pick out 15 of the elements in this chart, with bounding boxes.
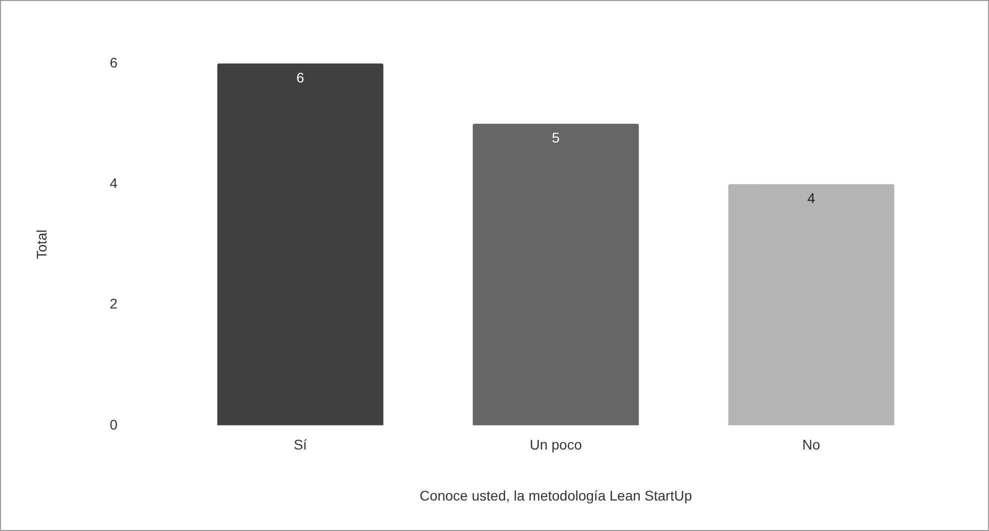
y-tick-label: 0 bbox=[110, 416, 118, 432]
bar bbox=[472, 124, 639, 426]
bar bbox=[217, 63, 384, 426]
data-label: 6 bbox=[296, 69, 304, 86]
y-tick-label: 6 bbox=[110, 54, 118, 70]
x-axis-title: Conoce usted, la metodología Lean StartUp bbox=[420, 487, 692, 504]
y-tick-label: 4 bbox=[110, 174, 118, 191]
data-label: 4 bbox=[807, 190, 816, 206]
x-tick-label: No bbox=[802, 436, 820, 453]
x-tick-label: Un poco bbox=[530, 436, 582, 453]
x-tick-label: Sí bbox=[294, 436, 308, 453]
y-axis-title: Total bbox=[33, 230, 50, 260]
data-label: 5 bbox=[552, 130, 560, 146]
bar bbox=[728, 184, 894, 426]
y-tick-label: 2 bbox=[110, 296, 118, 312]
